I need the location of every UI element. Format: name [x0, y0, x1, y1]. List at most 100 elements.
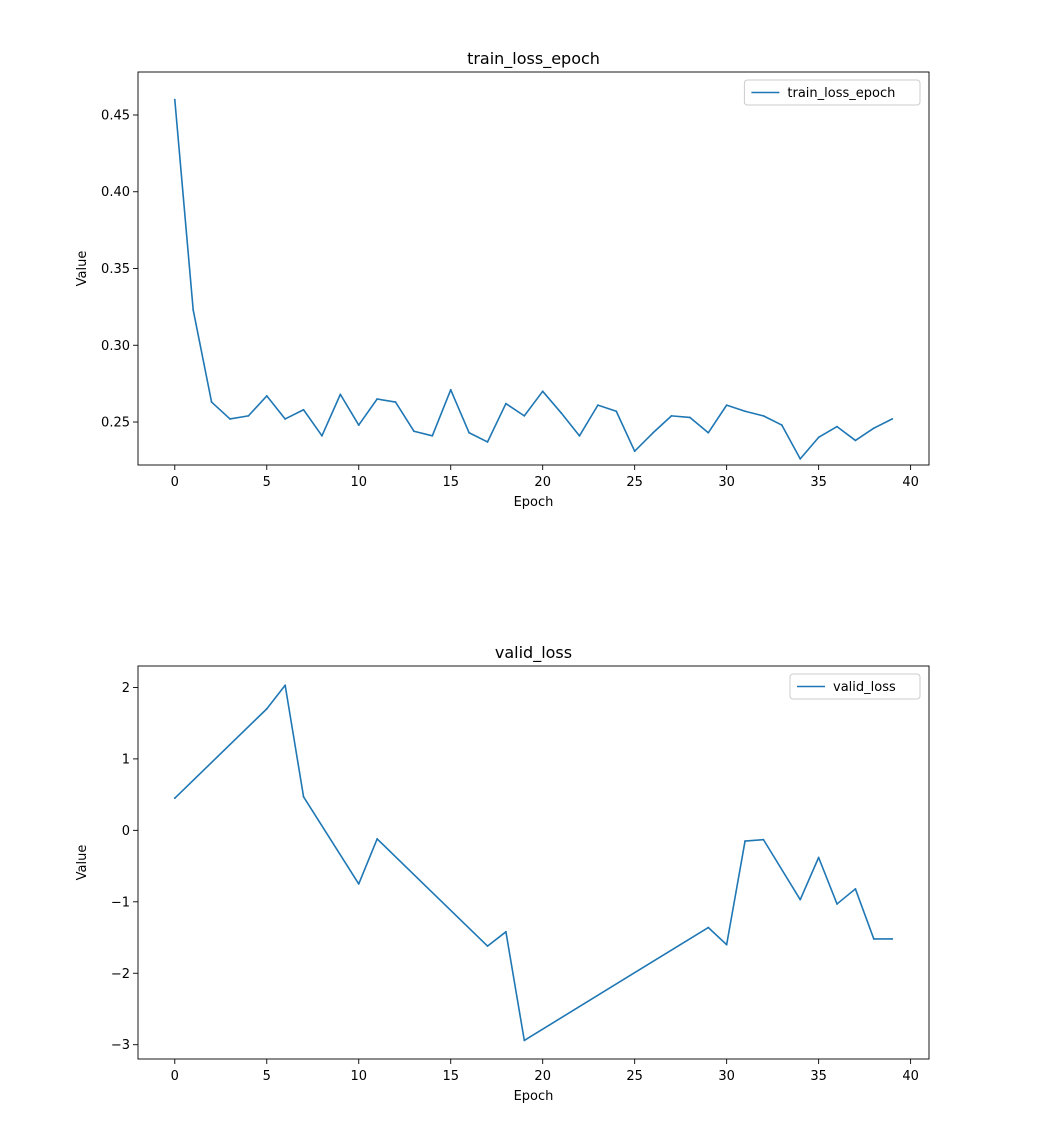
valid-loss-chart: valid_loss Epoch Value 0 5 10 15 20 25 30 35 40−… [75, 643, 930, 1104]
data-point [173, 797, 176, 800]
data-point [615, 410, 618, 413]
x-tick-label: 0 [171, 475, 179, 490]
x-tick-label: 5 [263, 475, 271, 490]
data-point [192, 309, 195, 311]
y-tick-label: −1 [111, 895, 130, 910]
data-point [468, 431, 471, 434]
x-tick-label: 20 [534, 475, 551, 490]
x-tick-label: 15 [442, 475, 459, 490]
x-tick-label: 40 [902, 475, 919, 490]
data-point [891, 418, 894, 420]
data-point [394, 401, 397, 403]
y-tick-label: 1 [122, 752, 130, 767]
data-point [854, 439, 857, 442]
data-point [560, 411, 562, 414]
x-tick-label: 10 [350, 1069, 367, 1084]
x-tick-label: 15 [442, 1069, 459, 1084]
data-point [725, 943, 728, 946]
data-point [321, 434, 323, 437]
data-point [872, 938, 875, 940]
data-point [836, 903, 838, 905]
data-point [376, 838, 379, 840]
data-point [413, 430, 415, 433]
data-point [284, 418, 287, 420]
chart-title: train_loss_epoch [467, 49, 600, 69]
series-line [173, 99, 893, 460]
data-point [670, 414, 673, 417]
data-point [284, 684, 287, 687]
axes-frame [137, 665, 930, 1060]
data-point [799, 898, 802, 901]
data-point [247, 414, 250, 417]
data-point [302, 795, 305, 798]
x-axis-label: Epoch [514, 495, 554, 510]
data-point [707, 926, 710, 929]
x-tick-label: 30 [718, 1069, 735, 1084]
data-point [688, 416, 691, 419]
data-point [652, 431, 654, 434]
data-point [523, 1039, 526, 1042]
data-point [265, 707, 268, 710]
x-tick-label: 30 [718, 475, 735, 490]
data-point [836, 425, 838, 428]
data-point [505, 930, 507, 933]
data-point [357, 883, 360, 885]
data-point [872, 427, 875, 430]
x-tick-label: 20 [534, 1069, 551, 1084]
data-point [762, 414, 765, 417]
data-point [633, 450, 636, 453]
y-tick-label: 0.40 [101, 185, 130, 200]
data-point [357, 424, 360, 426]
data-point [817, 436, 820, 439]
x-tick-label: 40 [902, 1069, 919, 1084]
x-tick-label: 0 [171, 1069, 179, 1084]
data-point [725, 404, 728, 407]
x-axis-label: Epoch [514, 1089, 554, 1104]
y-tick-label: 0.30 [101, 339, 130, 354]
chart-title: valid_loss [495, 643, 572, 663]
legend-label: train_loss_epoch [787, 86, 895, 101]
data-point [596, 404, 599, 407]
data-point [744, 840, 746, 842]
legend-label: valid_loss [833, 680, 896, 695]
data-point [707, 431, 710, 434]
y-tick-label: 2 [122, 681, 130, 696]
x-tick-label: 25 [626, 475, 643, 490]
legend-box [789, 673, 921, 700]
y-tick-label: 0.45 [101, 108, 130, 123]
y-tick-label: −3 [111, 1038, 130, 1053]
data-point [762, 838, 765, 841]
y-tick-label: 0.25 [101, 416, 130, 431]
data-point [431, 434, 434, 437]
data-point [339, 393, 342, 396]
legend-box [743, 79, 921, 106]
data-point [376, 398, 379, 400]
y-tick-label: 0 [122, 824, 130, 839]
data-point [210, 401, 213, 403]
y-axis-label: Value [75, 251, 90, 287]
data-point [486, 441, 489, 443]
y-tick-label: −2 [111, 967, 130, 982]
data-point [486, 945, 489, 948]
data-point [229, 418, 231, 420]
data-point [891, 938, 894, 940]
x-tick-label: 35 [810, 1069, 827, 1084]
data-point [265, 395, 268, 397]
y-axis-label: Value [75, 845, 90, 881]
data-point [302, 408, 305, 411]
x-tick-label: 5 [263, 1069, 271, 1084]
train-loss-chart: train_loss_epoch Epoch Value 0 5 10 15 20 25 3… [75, 49, 930, 510]
x-tick-label: 35 [810, 475, 827, 490]
data-point [523, 414, 526, 417]
data-point [780, 424, 783, 426]
data-point [817, 856, 820, 859]
x-tick-label: 25 [626, 1069, 643, 1084]
data-point [799, 457, 802, 460]
data-point [854, 888, 857, 890]
data-point [578, 434, 581, 437]
x-tick-label: 10 [350, 475, 367, 490]
data-point [449, 388, 452, 391]
y-tick-label: 0.35 [101, 262, 130, 277]
